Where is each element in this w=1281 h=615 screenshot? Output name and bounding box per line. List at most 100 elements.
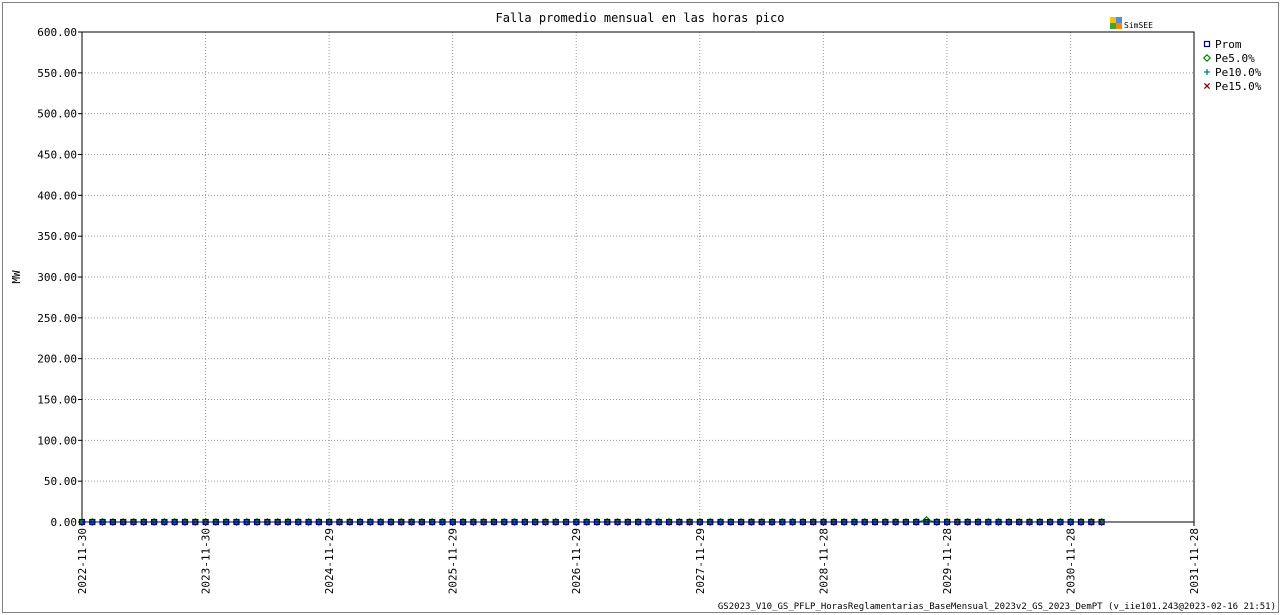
data-point — [799, 518, 807, 526]
data-point — [439, 518, 446, 526]
data-point — [851, 518, 858, 526]
legend-marker — [1203, 82, 1211, 90]
y-tick-label: 350.00 — [37, 230, 77, 243]
x-tick-label: 2028-11-28 — [817, 528, 830, 594]
y-tick-label: 450.00 — [37, 149, 77, 162]
data-point — [933, 518, 940, 526]
x-tick-label: 2025-11-29 — [447, 528, 460, 594]
data-point — [480, 518, 487, 526]
y-tick-label: 50.00 — [44, 475, 77, 488]
y-tick-label: 500.00 — [37, 108, 77, 121]
data-point — [315, 518, 322, 526]
y-tick-label: 400.00 — [37, 189, 77, 202]
data-point — [398, 518, 405, 526]
x-tick-label: 2031-11-28 — [1188, 528, 1201, 594]
data-point — [120, 518, 127, 526]
data-point — [1057, 518, 1064, 526]
y-tick-label: 300.00 — [37, 271, 77, 284]
data-point — [470, 518, 477, 526]
data-point — [902, 518, 910, 526]
data-point — [1077, 518, 1085, 526]
legend-marker — [1204, 69, 1210, 75]
data-point — [614, 518, 621, 526]
data-point — [212, 518, 219, 526]
data-point — [552, 518, 559, 526]
data-point — [387, 518, 395, 526]
data-point — [181, 518, 189, 526]
data-point — [1098, 518, 1105, 526]
data-point — [511, 518, 518, 526]
x-axis: 2022-11-30 2023-11-30 2024-11-29 2025-11-29… — [76, 522, 1201, 594]
data-point — [655, 518, 662, 526]
data-point — [944, 518, 951, 526]
data-point — [1026, 518, 1033, 526]
logo-text: SimSEE — [1124, 21, 1153, 30]
logo-square-2 — [1116, 17, 1122, 23]
y-axis-label: MW — [10, 270, 23, 284]
data-point — [78, 518, 86, 526]
data-point — [810, 518, 817, 526]
series-pe5-0- — [77, 515, 1106, 527]
legend-marker — [1202, 53, 1212, 63]
data-point — [521, 518, 528, 526]
data-point — [305, 518, 312, 526]
data-point — [665, 518, 673, 526]
data-point — [532, 518, 539, 526]
data-point — [768, 518, 776, 526]
logo-square-1 — [1110, 17, 1116, 23]
x-tick-label: 2027-11-29 — [694, 528, 707, 594]
data-point — [542, 518, 549, 526]
data-point — [356, 518, 364, 526]
data-point — [882, 518, 889, 526]
data-point — [429, 518, 436, 526]
data-point — [686, 518, 693, 526]
data-point — [326, 518, 333, 526]
data-point — [913, 518, 920, 526]
data-point — [830, 518, 837, 526]
data-point — [1046, 518, 1054, 526]
data-point — [264, 518, 271, 526]
data-point — [490, 518, 498, 526]
data-point — [109, 518, 116, 526]
data-point — [562, 518, 570, 526]
data-point — [171, 518, 178, 526]
data-point — [593, 518, 601, 526]
y-tick-label: 150.00 — [37, 394, 77, 407]
legend-label: Pe15.0% — [1215, 80, 1262, 93]
data-point — [738, 518, 745, 526]
data-point — [1005, 518, 1012, 526]
data-point — [202, 518, 209, 526]
data-point — [892, 518, 899, 526]
data-point — [501, 518, 508, 526]
legend-label: Prom — [1215, 38, 1242, 51]
data-point — [161, 518, 168, 526]
data-point — [758, 518, 765, 526]
x-tick-label: 2023-11-30 — [200, 528, 213, 594]
x-tick-label: 2022-11-30 — [76, 528, 89, 594]
y-tick-label: 0.00 — [51, 516, 78, 529]
data-point — [841, 518, 848, 526]
data-point — [717, 518, 724, 526]
legend-label: Pe10.0% — [1215, 66, 1262, 79]
data-point — [418, 518, 425, 526]
data-point — [192, 518, 199, 526]
grid — [82, 32, 1194, 522]
legend-marker — [1203, 40, 1211, 48]
data-point — [295, 518, 302, 526]
data-point — [985, 518, 992, 526]
data-point — [1067, 518, 1074, 526]
data-point — [1036, 518, 1043, 526]
data-point — [284, 518, 292, 526]
footer-note: GS2023_V10_GS_PFLP_HorasReglamentarias_B… — [718, 602, 1276, 612]
data-point — [377, 518, 384, 526]
data-point — [449, 518, 456, 526]
data-point — [1016, 518, 1023, 526]
data-point — [635, 518, 642, 526]
data-point — [274, 518, 281, 526]
data-point — [583, 518, 590, 526]
data-point — [707, 518, 714, 526]
data-point — [964, 518, 971, 526]
